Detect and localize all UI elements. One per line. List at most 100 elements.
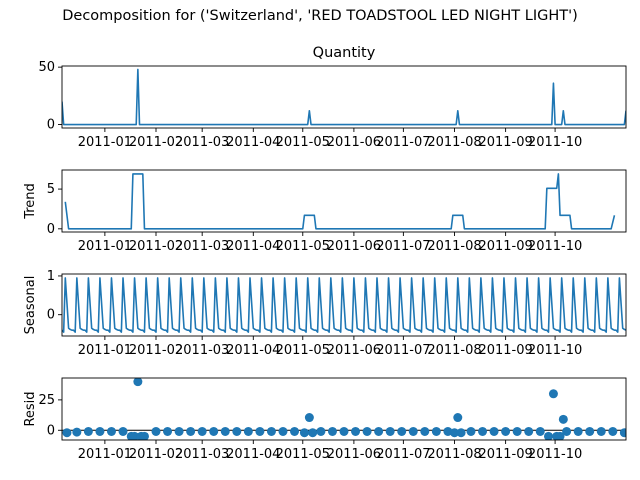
resid-point	[72, 427, 82, 437]
y-tick-label: 0	[47, 423, 55, 438]
resid-point	[220, 426, 230, 436]
resid-point	[555, 431, 565, 440]
panel-title: Quantity	[313, 45, 376, 61]
y-tick-label: 1	[47, 269, 55, 284]
x-tick-label: 2011-05	[276, 447, 330, 462]
x-tick-label: 2011-01	[78, 447, 132, 462]
x-tick-label: 2011-07	[376, 447, 430, 462]
resid-point	[408, 426, 418, 436]
resid-point	[619, 428, 626, 438]
x-tick-label: 2011-02	[129, 135, 183, 150]
resid-point	[535, 426, 545, 436]
resid-point	[151, 426, 161, 436]
resid-point	[106, 426, 116, 436]
x-tick-label: 2011-07	[376, 343, 430, 358]
x-tick-label: 2011-02	[129, 447, 183, 462]
data-layer	[64, 173, 616, 230]
data-layer	[62, 277, 626, 333]
x-tick-label: 2011-01	[78, 135, 132, 150]
resid-point	[512, 426, 522, 436]
x-tick-label: 2011-03	[175, 343, 229, 358]
x-tick-label: 2011-06	[327, 135, 381, 150]
resid-point	[466, 426, 476, 436]
x-tick-label: 2011-01	[78, 343, 132, 358]
axes-frame	[61, 273, 627, 337]
data-layer	[62, 68, 626, 126]
x-tick-label: 2011-04	[226, 239, 280, 254]
x-tick-label: 2011-06	[327, 447, 381, 462]
resid-point	[266, 426, 276, 436]
x-tick-label: 2011-07	[376, 135, 430, 150]
resid-point	[290, 426, 300, 436]
resid-point	[197, 426, 207, 436]
y-tick-label: 0	[47, 308, 55, 323]
resid-point	[362, 426, 372, 436]
resid-point	[524, 426, 534, 436]
resid-point	[339, 426, 349, 436]
resid-point	[299, 428, 309, 438]
resid-point	[420, 426, 430, 436]
x-tick-label: 2011-10	[528, 239, 582, 254]
resid-point	[278, 426, 288, 436]
resid-point	[255, 426, 265, 436]
resid-point	[385, 426, 395, 436]
x-tick-label: 2011-06	[327, 239, 381, 254]
resid-point	[456, 428, 466, 438]
axes-frame	[61, 65, 627, 129]
resid-point	[543, 431, 553, 440]
resid-point	[118, 426, 128, 436]
x-tick-label: 2011-03	[175, 447, 229, 462]
y-axis-label: Resid	[23, 391, 38, 426]
resid-point	[449, 428, 459, 438]
resid-point	[304, 413, 314, 423]
resid-point	[174, 426, 184, 436]
resid-point	[243, 426, 253, 436]
resid-point	[453, 413, 463, 423]
resid-point	[308, 428, 318, 438]
y-tick-label: 0	[47, 118, 55, 133]
panel-2: 052011-012011-022011-032011-042011-05201…	[23, 169, 627, 254]
series-line	[64, 173, 616, 230]
x-tick-label: 2011-05	[276, 135, 330, 150]
resid-point	[163, 426, 173, 436]
resid-point	[232, 426, 242, 436]
x-tick-label: 2011-03	[175, 239, 229, 254]
y-axis-label: Seasonal	[23, 276, 38, 335]
resid-point	[351, 426, 361, 436]
resid-point	[562, 426, 572, 436]
axes-frame	[61, 377, 627, 441]
x-tick-label: 2011-08	[427, 343, 481, 358]
resid-point	[548, 389, 558, 399]
resid-point	[95, 426, 105, 436]
resid-point	[209, 426, 219, 436]
x-tick-label: 2011-02	[129, 239, 183, 254]
x-tick-label: 2011-05	[276, 343, 330, 358]
resid-point	[558, 414, 568, 424]
x-tick-label: 2011-09	[478, 447, 532, 462]
x-tick-label: 2011-04	[226, 343, 280, 358]
x-tick-label: 2011-08	[427, 135, 481, 150]
resid-point	[608, 426, 618, 436]
x-tick-label: 2011-04	[226, 447, 280, 462]
x-tick-label: 2011-10	[528, 135, 582, 150]
x-tick-label: 2011-01	[78, 239, 132, 254]
resid-point	[186, 426, 196, 436]
resid-point	[596, 426, 606, 436]
resid-point	[316, 426, 326, 436]
y-tick-label: 0	[47, 222, 55, 237]
series-line	[62, 68, 626, 126]
x-tick-label: 2011-10	[528, 343, 582, 358]
resid-point	[62, 428, 72, 438]
x-tick-label: 2011-02	[129, 343, 183, 358]
x-tick-label: 2011-03	[175, 135, 229, 150]
axes-frame	[61, 169, 627, 233]
x-tick-label: 2011-08	[427, 447, 481, 462]
y-axis-label: Trend	[23, 183, 38, 220]
resid-point	[501, 426, 511, 436]
y-tick-label: 25	[38, 393, 55, 408]
series-line	[62, 277, 626, 333]
resid-point	[130, 431, 140, 440]
x-tick-label: 2011-10	[528, 447, 582, 462]
x-tick-label: 2011-09	[478, 135, 532, 150]
panel-1: 0502011-012011-022011-032011-042011-0520…	[38, 45, 627, 150]
